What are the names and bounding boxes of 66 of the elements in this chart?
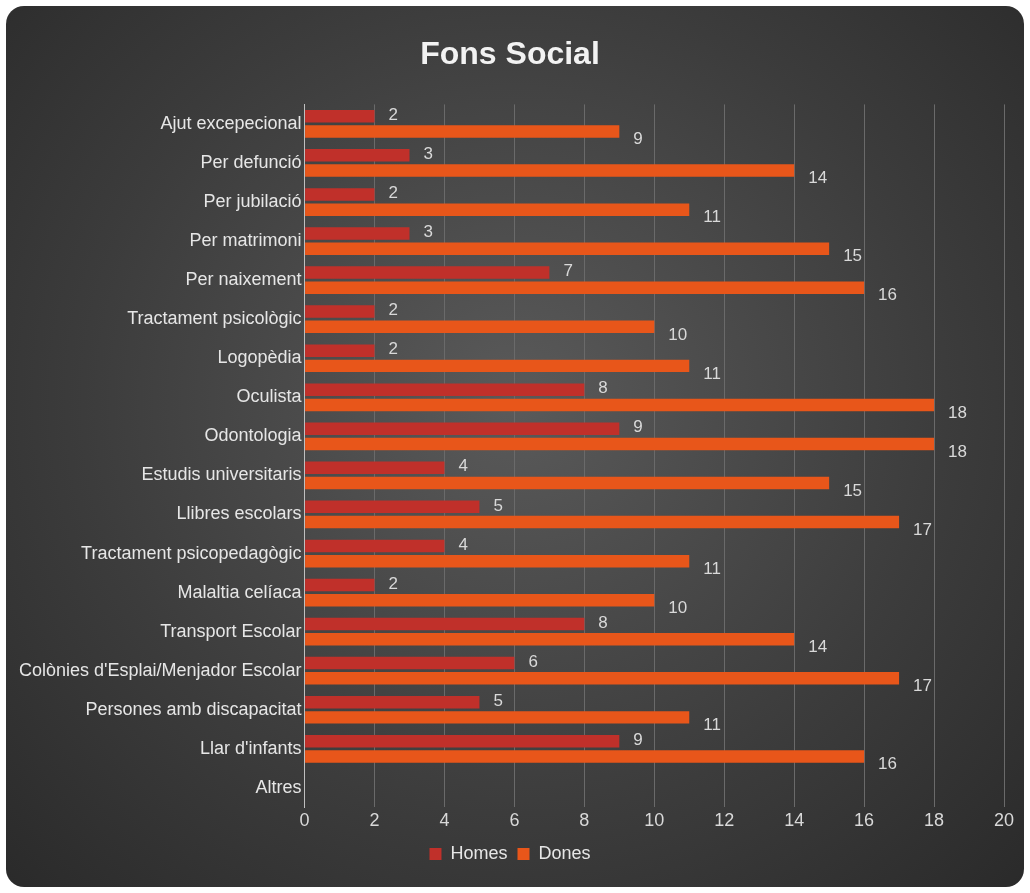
data-label: 15 [843, 246, 863, 266]
x-tick-label: 0 [299, 810, 310, 831]
data-label: 3 [423, 222, 433, 242]
data-label: 16 [878, 754, 898, 774]
x-tick-label: 20 [993, 810, 1015, 831]
data-label: 8 [598, 612, 608, 632]
y-tick-label: Logopèdia [217, 347, 303, 368]
data-label: 11 [703, 207, 721, 227]
y-tick-label: Tractament psicològic [127, 308, 302, 329]
data-label: 11 [703, 715, 721, 735]
data-label: 9 [633, 129, 643, 149]
x-tick-label: 14 [784, 810, 805, 831]
data-label: 2 [388, 105, 398, 124]
data-label: 14 [808, 168, 828, 188]
x-tick-label: 2 [369, 810, 380, 831]
legend-label: Dones [538, 842, 591, 863]
data-label: 17 [913, 519, 933, 539]
data-label: 18 [948, 402, 967, 422]
y-tick-label: Altres [255, 776, 302, 797]
y-tick-label: Odontologia [204, 425, 303, 446]
y-tick-label: Estudis universitaris [141, 464, 302, 485]
y-tick-label: Per naixement [185, 269, 302, 290]
data-label: 2 [388, 183, 398, 203]
data-label: 4 [458, 534, 468, 554]
y-tick-label: Transport Escolar [160, 620, 302, 641]
x-tick-label: 16 [854, 810, 875, 831]
x-tick-label: 6 [509, 810, 520, 831]
data-label: 4 [458, 456, 468, 476]
chart-title: Fons Social [420, 35, 600, 72]
y-tick-label: Ajut excepecional [160, 112, 302, 133]
data-label: 2 [388, 300, 398, 320]
data-label: 15 [843, 480, 863, 500]
data-label: 6 [528, 651, 538, 671]
data-label: 7 [563, 261, 573, 281]
data-label: 9 [633, 729, 643, 749]
y-tick-label: Per matrimoni [189, 230, 302, 251]
y-tick-label: Per jubilació [203, 191, 302, 212]
data-label: 3 [423, 144, 433, 164]
x-tick-label: 10 [644, 810, 665, 831]
x-tick-label: 18 [924, 810, 945, 831]
data-label: 2 [388, 573, 398, 593]
y-tick-label: Colònies d'Esplai/Menjador Escolar [19, 659, 302, 680]
y-tick-label: Per defunció [200, 151, 302, 172]
y-tick-label: Llar d'infants [200, 737, 302, 758]
x-tick-label: 8 [579, 810, 590, 831]
y-tick-label: Oculista [236, 386, 303, 407]
y-tick-label: Persones amb discapacitat [85, 698, 302, 719]
data-label: 5 [493, 495, 503, 515]
x-tick-label: 4 [439, 810, 450, 831]
data-label: 14 [808, 636, 828, 656]
data-label: 11 [703, 363, 721, 383]
data-label: 10 [668, 324, 688, 344]
data-label: 16 [878, 285, 898, 305]
data-label: 18 [948, 441, 967, 461]
legend-label: Homes [450, 842, 508, 863]
y-tick-label: Llibres escolars [176, 503, 302, 524]
y-tick-label: Malaltia celíaca [177, 581, 303, 602]
data-label: 10 [668, 597, 688, 617]
data-label: 5 [493, 690, 503, 710]
data-label: 17 [913, 676, 933, 696]
x-tick-label: 12 [714, 810, 735, 831]
data-label: 2 [388, 339, 398, 359]
data-label: 8 [598, 378, 608, 398]
y-tick-label: Tractament psicopedagògic [81, 542, 302, 563]
data-label: 9 [633, 417, 643, 437]
data-label: 11 [703, 558, 721, 578]
